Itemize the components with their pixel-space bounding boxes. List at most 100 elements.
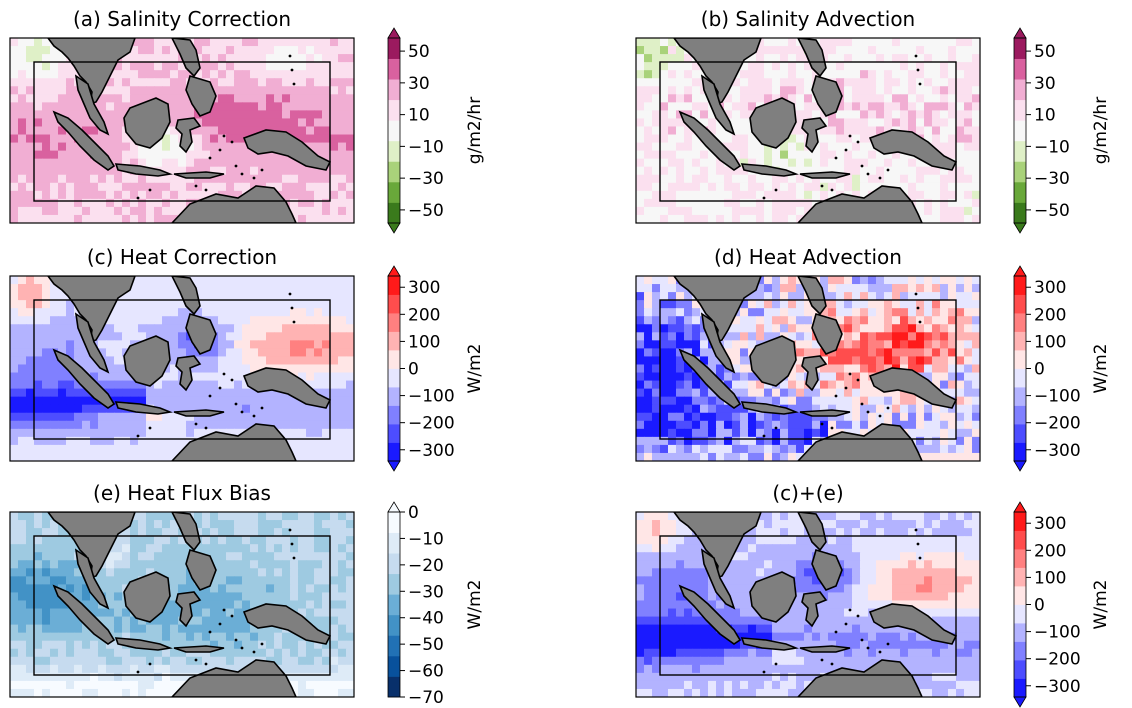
field-cell [274,150,283,160]
colorbar-segment [1014,442,1026,462]
field-cell [812,110,821,120]
field-cell [644,198,653,208]
field-cell [170,174,179,184]
field-cell [146,214,155,223]
field-cell [636,150,645,160]
field-cell [876,110,885,120]
field-cell [972,198,980,208]
field-cell [908,356,917,366]
field-cell [282,126,291,136]
field-cell [892,166,901,176]
field-cell [298,198,307,208]
field-cell [836,356,845,366]
field-cell [26,412,35,422]
field-cell [940,340,949,349]
field-cell [828,348,837,358]
field-cell [314,528,323,537]
colorbar-segment [1014,99,1026,121]
field-cell [780,308,789,317]
field-cell [130,94,139,103]
field-cell [636,452,645,461]
field-cell [162,656,171,666]
field-cell [266,332,275,341]
field-cell [258,412,267,422]
field-cell [940,134,949,144]
field-cell [916,324,925,333]
field-cell [114,576,123,585]
field-cell [186,190,195,200]
field-cell [250,86,259,95]
field-cell [146,46,155,55]
field-cell [772,182,781,192]
field-cell [226,616,235,626]
field-cell [924,94,933,103]
field-cell [314,134,323,144]
field-cell [740,308,749,317]
field-cell [146,560,155,569]
field-cell [290,600,299,610]
field-cell [138,190,147,200]
field-cell [684,340,693,349]
field-cell [948,94,957,103]
field-cell [346,452,354,461]
field-cell [660,38,669,47]
field-cell [26,452,35,461]
field-cell [948,54,957,63]
field-cell [10,348,19,358]
field-cell [306,94,315,103]
colorbar-segment [388,38,400,59]
field-cell [50,150,59,160]
field-cell [266,308,275,317]
field-cell [716,214,725,223]
field-cell [884,94,893,103]
field-cell [50,648,59,658]
field-cell [34,54,43,63]
field-cell [226,568,235,577]
field-cell [884,356,893,366]
field-cell [210,388,219,398]
field-cell [956,70,965,79]
field-cell [708,182,717,192]
field-cell [178,324,187,333]
field-cell [10,512,19,521]
field-cell [330,332,339,341]
field-cell [290,284,299,293]
field-cell [948,420,957,430]
field-cell [138,300,147,309]
field-cell [636,316,645,325]
field-cell [234,142,243,152]
field-cell [130,214,139,223]
field-cell [226,656,235,666]
field-cell [828,118,837,128]
field-cell [18,276,27,285]
field-cell [298,110,307,120]
field-cell [668,86,677,95]
field-cell [226,356,235,366]
field-cell [346,536,354,545]
field-cell [636,158,645,168]
field-cell [956,420,965,430]
field-cell [338,372,347,382]
field-cell [844,166,853,176]
colorbar-label: g/m2/hr [465,97,485,164]
field-cell [90,158,99,168]
field-cell [26,640,35,650]
field-cell [924,332,933,341]
colorbar-segment [388,350,400,369]
field-cell [836,54,845,63]
field-cell [860,420,869,430]
field-cell [74,206,83,216]
field-cell [964,276,973,285]
field-cell [346,616,354,626]
field-cell [836,62,845,71]
field-cell [162,206,171,216]
field-cell [130,46,139,55]
field-cell [716,174,725,184]
field-cell [892,308,901,317]
field-cell [764,198,773,208]
field-cell [34,182,43,192]
field-cell [42,284,51,293]
field-cell [226,332,235,341]
field-cell [218,300,227,309]
field-cell [202,536,211,545]
